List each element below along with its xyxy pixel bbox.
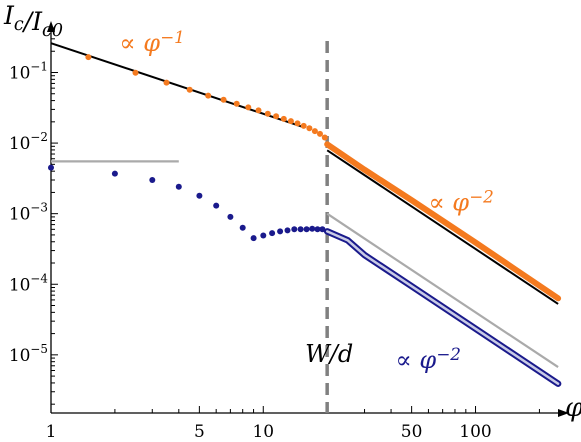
x-axis-label: φ: [565, 393, 581, 423]
y-tick-label: 10−5: [9, 342, 48, 366]
data-point: [163, 79, 170, 86]
data-point: [269, 230, 276, 237]
data-point: [314, 226, 321, 233]
data-point: [149, 177, 156, 183]
fit-lines: [50, 42, 559, 369]
series-0: [85, 54, 562, 302]
data-point: [250, 235, 257, 242]
fit-line: [50, 42, 305, 129]
data-point: [111, 170, 118, 177]
data-point: [132, 69, 139, 76]
y-tick-label: 10−4: [9, 271, 48, 295]
data-point: [291, 226, 298, 233]
data-point: [220, 96, 227, 103]
data-point: [227, 213, 234, 220]
data-point: [277, 228, 284, 235]
data-point: [255, 107, 262, 114]
data-point: [317, 130, 323, 137]
x-tick-label: 100: [459, 422, 491, 442]
fit-line: [326, 149, 559, 305]
data-point: [319, 226, 326, 233]
data-point: [186, 86, 193, 93]
data-point: [306, 125, 313, 132]
annotations: ∝ φ−1 ∝ φ−2 ∝ φ−2: [119, 27, 493, 374]
data-point: [309, 225, 316, 232]
x-axis-arrow: [558, 409, 569, 417]
data-point: [205, 92, 212, 99]
data-point: [264, 110, 271, 117]
data-point: [245, 104, 252, 111]
data-point: [239, 224, 246, 231]
data-point: [321, 134, 328, 141]
series-1: [48, 164, 562, 387]
x-tick-label: 5: [194, 422, 205, 442]
x-tick-label: 10: [252, 422, 274, 442]
data-point: [213, 202, 220, 209]
data-point: [303, 226, 310, 233]
data-point: [280, 115, 287, 122]
y-axis-label: Ic/Ic0: [3, 1, 63, 41]
data-point: [284, 227, 291, 234]
data-point: [196, 192, 203, 199]
y-tick-label: 10−1: [9, 59, 48, 83]
series-curve: [324, 141, 562, 302]
data-point: [260, 232, 267, 239]
y-axis-arrow: [47, 21, 55, 32]
data-point: [287, 118, 294, 125]
power-law-annotation: ∝ φ−1: [119, 27, 184, 57]
x-tick-label: 50: [401, 422, 423, 442]
data-point: [175, 183, 182, 190]
power-law-annotation: ∝ φ−2: [428, 187, 493, 217]
axes: 1 5 10 50 100 10−1 10−2 10−3 10−4 10−5 Ic/Ic0 φ W/d: [3, 1, 581, 442]
data-point: [311, 128, 318, 135]
data-point: [297, 226, 304, 233]
fit-line: [326, 212, 559, 369]
vline-label: W/d: [305, 340, 353, 368]
y-tick-label: 10−3: [9, 201, 48, 225]
data-point: [300, 122, 307, 129]
series-curve-inner: [325, 230, 560, 385]
y-tick-label: 10−2: [9, 130, 48, 154]
data-point: [233, 100, 240, 107]
x-tick-label: 1: [46, 422, 57, 442]
data-point: [85, 54, 92, 61]
data-point: [273, 113, 280, 120]
data-point: [48, 164, 54, 171]
data-series: [48, 54, 562, 387]
power-law-annotation: ∝ φ−2: [396, 344, 461, 374]
data-point: [294, 120, 301, 127]
